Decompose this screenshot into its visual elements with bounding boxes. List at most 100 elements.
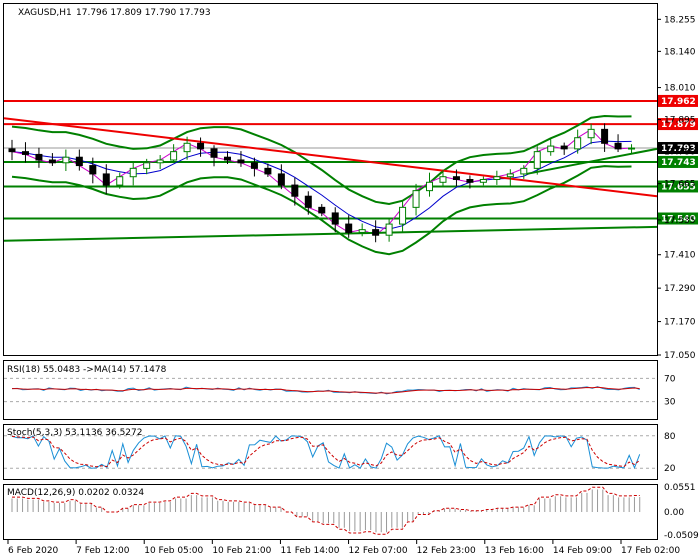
price-tick-label: 17.780	[664, 148, 696, 158]
level-tag	[658, 180, 698, 193]
rsi-label: RSI(18) 55.0483 ->MA(14) 57.1478	[7, 365, 167, 375]
x-tick-label: 17 Feb 02:00	[621, 546, 680, 556]
upper-band	[11, 114, 632, 206]
x-tick-label: 13 Feb 16:00	[485, 546, 544, 556]
macd-tick-label: 0.00	[664, 508, 684, 518]
candle-body	[116, 176, 124, 186]
candle-body	[183, 142, 191, 153]
candle-body	[21, 151, 29, 155]
stoch-signal-line	[11, 435, 641, 468]
level-tag	[658, 118, 698, 131]
candle-body	[129, 167, 137, 178]
candle-body	[466, 179, 474, 183]
macd-tick-label: -0.0509	[664, 531, 699, 541]
macd-signal-line	[12, 486, 640, 535]
candle-body	[304, 195, 312, 208]
price-pane[interactable]	[3, 3, 658, 356]
price-tick-label: 18.140	[664, 47, 696, 57]
candle-body	[533, 151, 541, 169]
candle-body	[479, 179, 487, 183]
candle-body	[62, 156, 70, 164]
candle-body	[574, 137, 582, 150]
candle-body	[506, 173, 514, 178]
ohlc-values: 17.796 17.809 17.790 17.793	[76, 8, 211, 18]
level-tag-label: 17.962	[661, 97, 696, 107]
candle-body	[102, 173, 110, 186]
x-tick-label: 7 Feb 12:00	[76, 546, 130, 556]
x-tick-label: 14 Feb 09:00	[553, 546, 612, 556]
candle-body	[345, 223, 353, 233]
candle-body	[601, 128, 609, 144]
x-tick-label: 11 Feb 14:00	[280, 546, 339, 556]
symbol-label: XAGUSD,H1	[18, 8, 72, 18]
level-tag-label: 17.655	[661, 182, 696, 192]
candle-body	[587, 128, 595, 139]
candle-body	[560, 145, 568, 150]
price-tick-label: 17.410	[664, 251, 696, 261]
level-tag-label: 17.879	[661, 120, 696, 130]
candle-body	[399, 206, 407, 225]
candle-body	[614, 142, 622, 150]
price-tick-label: 18.255	[664, 15, 696, 25]
candle-body	[89, 165, 97, 175]
current-price-tag	[658, 142, 698, 155]
rsi-tick-label: 30	[664, 398, 676, 408]
stoch-tick-label: 20	[664, 464, 676, 474]
candle-body	[520, 167, 528, 175]
price-tick-label: 17.665	[664, 180, 696, 190]
x-tick-label: 12 Feb 23:00	[417, 546, 476, 556]
trendline	[3, 117, 658, 198]
candle-body	[493, 176, 501, 180]
candle-body	[426, 181, 434, 192]
candle-body	[291, 184, 299, 197]
candle-body	[156, 159, 164, 164]
candle-body	[318, 206, 326, 214]
candle-body	[264, 167, 272, 175]
macd-tick-label: 0.0551	[664, 483, 696, 493]
x-tick-label: 10 Feb 05:00	[144, 546, 203, 556]
candle-body	[250, 162, 258, 169]
rsi-tick-label: 70	[664, 374, 676, 384]
price-tick-label: 17.290	[664, 284, 696, 294]
candle-body	[331, 212, 339, 225]
trendline	[3, 225, 658, 242]
price-tick-label: 18.010	[664, 84, 696, 94]
current-price-label: 17.793	[661, 144, 696, 154]
candle-body	[237, 159, 245, 164]
price-tick-label: 17.170	[664, 318, 696, 328]
candle-body	[35, 153, 43, 161]
candle-body	[75, 156, 83, 167]
level-tag	[658, 94, 698, 107]
x-tick-label: 12 Feb 07:00	[349, 546, 408, 556]
price-tick-label: 17.050	[664, 351, 696, 361]
candle-body	[412, 190, 420, 208]
price-tick-label: 17.895	[664, 116, 696, 126]
candle-body	[358, 229, 366, 233]
candle-body	[385, 223, 393, 236]
candle-body	[8, 148, 16, 153]
level-tag-label: 17.743	[661, 158, 696, 168]
stoch-main-line	[11, 435, 641, 470]
candle-body	[223, 156, 231, 161]
candle-body	[439, 176, 447, 183]
level-tag	[658, 155, 698, 168]
x-tick-label: 6 Feb 2020	[8, 546, 59, 556]
candle-body	[210, 148, 218, 158]
x-tick-label: 10 Feb 21:00	[212, 546, 271, 556]
candle-body	[197, 142, 205, 150]
candle-body	[277, 173, 285, 186]
candle-body	[143, 162, 151, 169]
candle-body	[170, 151, 178, 161]
candle-body	[628, 147, 636, 150]
candle-body	[547, 145, 555, 153]
stoch-label: Stoch(5,3,3) 53.1136 36.5272	[7, 428, 142, 438]
price-tick-label: 17.535	[664, 216, 696, 226]
level-tag	[658, 212, 698, 225]
stoch-tick-label: 80	[664, 432, 676, 442]
candle-body	[372, 229, 380, 236]
candle-body	[452, 176, 460, 180]
level-tag-label: 17.540	[661, 215, 696, 225]
rsi-signal-line	[12, 386, 640, 394]
trendline	[526, 147, 658, 175]
